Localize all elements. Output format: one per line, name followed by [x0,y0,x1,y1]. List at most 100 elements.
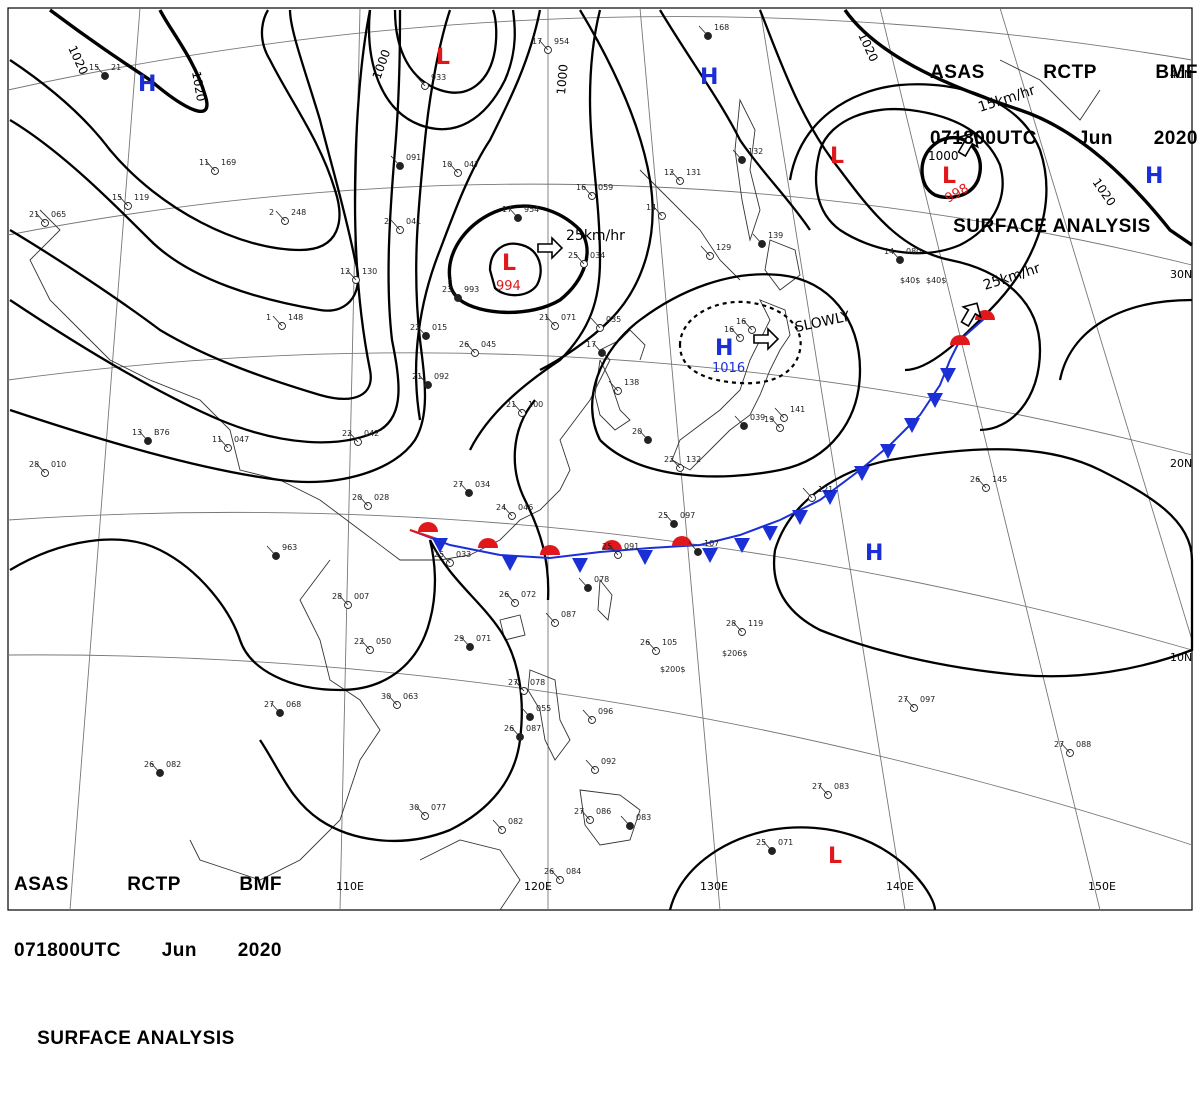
wind-barb [275,210,286,222]
station-plot: 30 063 [381,692,418,709]
station-temperature: 30 [409,803,419,812]
station-pressure: 088 [1076,740,1091,749]
station-plot: 22 042 [342,429,379,446]
wind-barb [390,155,401,167]
isobars [9,8,1194,911]
station-plot: 16 [736,317,756,334]
wind-barb [502,505,513,517]
isobar-north-low-2 [367,9,516,131]
isobar-mid-3 [9,9,452,484]
header-product: SURFACE ANALYSIS [953,216,1151,237]
station-temperature: 14 [884,247,894,256]
station-plot: 11 169 [199,158,236,175]
lon-line-100e [69,7,141,911]
header-line-2: 071800UTC Jun 2020 [930,128,1198,150]
wind-barb [415,805,426,817]
high-center-marker: H [715,336,733,361]
station-plot: 15 21 [89,63,121,80]
low-center-marker: L [828,844,842,869]
station-plot: 28 007 [332,592,369,609]
header-time: 071800UTC [14,940,121,961]
wind-barb [732,621,743,633]
station-temperature: 28 [332,592,342,601]
station-plot: 087 [545,610,576,627]
station-temperature: 22 [342,429,352,438]
wind-barb [646,640,657,652]
station-pressure: 248 [291,208,306,217]
wind-barb [358,495,369,507]
cold-front-triangle [854,466,870,481]
station-plot: 129 [700,243,731,260]
warm-front-semicircle [602,540,622,550]
cold-front-triangle [822,490,838,505]
station-plot: 039 [734,413,765,430]
isobar-ne-1 [659,9,811,231]
station-temperature: 25 [568,251,578,260]
station-pressure: 148 [288,313,303,322]
lon-label-150e: 150E [1088,880,1116,893]
low-center-marker: L [830,144,844,169]
station-pressure: 092 [434,372,449,381]
wind-barb [35,462,46,474]
lat-label-30n: 30N [1170,268,1192,281]
wind-barb [638,429,649,441]
isobar-998-inner [920,135,982,199]
station-pressure: 082 [166,760,181,769]
station-plot: 22 015 [410,323,447,340]
station-plot: 14 080 [884,247,921,264]
station-pressure: 091 [624,542,639,551]
motion-arrow-icon [753,327,780,351]
station-pressure: 083 [636,813,651,822]
lat-label-10n: 10N [1170,651,1192,664]
station-temperature: 23 [442,285,452,294]
header-line-1: ASAS RCTP BMF [14,874,282,896]
header-product: SURFACE ANALYSIS [37,1028,235,1049]
wind-barb [545,315,556,327]
lat-label-40n: 40N [1170,68,1192,81]
station-plot: 24 046 [496,503,533,520]
station-plot: 26 082 [144,760,181,777]
station-pressure: 010 [51,460,66,469]
isobar-1020-ne [843,9,1193,247]
station-pressure: 096 [598,707,613,716]
isobar-label: 1000 [928,149,959,163]
isobar-label: 1000 [554,64,571,96]
station-pressure: 963 [282,543,297,552]
cold-front-triangle [792,510,808,525]
station-plot: 107 [688,539,719,556]
station-pressure: 083 [834,782,849,791]
isobar-label: 1020 [65,43,91,77]
station-temperature: 25 [658,511,668,520]
lat-line-0 [7,654,1193,846]
station-plot: 25 033 [434,550,471,567]
warm-front-semicircle [540,545,560,555]
station-plot: 21 071 [539,313,576,330]
station-pressure: 055 [536,704,551,713]
coast-indochina [189,559,381,881]
station-pressure: 107 [704,539,719,548]
isobar-south-1 [259,539,523,842]
pressure-value: 994 [496,279,521,294]
station-plot: 26 084 [544,867,581,884]
cold-front-triangle [904,418,920,433]
header-station: BMF [1155,62,1198,83]
coastlines [29,59,1101,911]
station-plot: 26 045 [459,340,496,357]
wind-barb [218,437,229,449]
station-temperature: 26 [459,340,469,349]
station-plot: 21 092 [412,372,449,389]
station-mark: $206$ [722,649,747,658]
isobar-pacific-high [772,448,1194,678]
station-pressure: 063 [403,692,418,701]
station-plot: 21 100 [506,400,543,417]
wind-barb [338,594,349,606]
station-temperature: 17 [586,340,596,349]
station-plot: 28 119 [726,619,763,636]
high-center-marker: H [700,65,718,90]
station-plot: 035 [590,315,621,332]
coast-luzon [527,669,571,761]
wind-barb [460,636,471,648]
low-center-marker: L [942,164,956,189]
station-plot: 26 087 [504,724,541,741]
